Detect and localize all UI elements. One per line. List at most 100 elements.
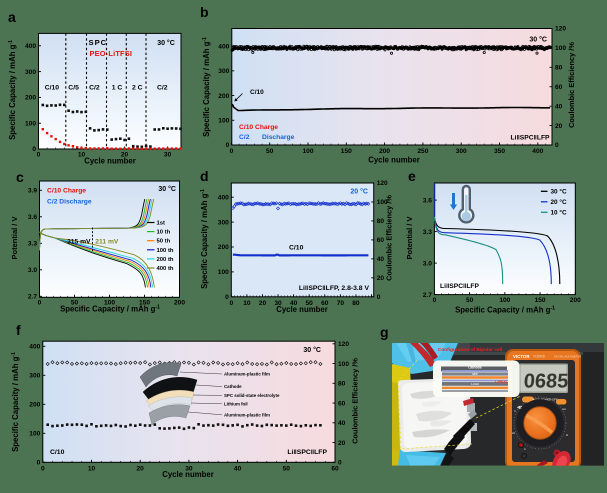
svg-text:300: 300 — [218, 68, 229, 75]
svg-text:100: 100 — [25, 120, 36, 127]
svg-text:2.7: 2.7 — [28, 294, 37, 301]
svg-text:3.9: 3.9 — [28, 188, 37, 195]
svg-text:Configuration of Bipolar cell: Configuration of Bipolar cell — [438, 347, 503, 353]
svg-text:Specific Capacity / mAh g-1: Specific Capacity / mAh g-1 — [200, 189, 209, 289]
svg-text:50: 50 — [266, 148, 274, 155]
svg-text:2 C: 2 C — [132, 85, 143, 92]
svg-text:100: 100 — [338, 361, 349, 368]
svg-text:0: 0 — [37, 460, 41, 467]
svg-text:Li foil: Li foil — [471, 382, 478, 386]
svg-text:g: g — [380, 324, 389, 340]
svg-text:50: 50 — [466, 297, 474, 304]
svg-text:Specific Capacity / mAh g-1: Specific Capacity / mAh g-1 — [8, 40, 17, 140]
svg-text:VICTOR: VICTOR — [513, 354, 530, 359]
svg-text:0: 0 — [225, 294, 229, 301]
svg-text:350: 350 — [494, 148, 505, 155]
svg-text:100: 100 — [555, 45, 566, 52]
svg-text:AUTO POWER OFF: AUTO POWER OFF — [532, 398, 558, 402]
svg-text:Aluminum-plastic film: Aluminum-plastic film — [224, 372, 270, 377]
svg-text:0: 0 — [230, 148, 234, 155]
svg-text:Cathode: Cathode — [224, 384, 242, 389]
svg-text:30 °C: 30 °C — [529, 36, 547, 44]
svg-text:20: 20 — [259, 300, 267, 307]
svg-text:100: 100 — [302, 148, 313, 155]
svg-text:Hz: Hz — [512, 431, 516, 435]
svg-text:30: 30 — [185, 465, 193, 472]
svg-text:60: 60 — [338, 400, 346, 407]
svg-text:1st: 1st — [157, 221, 166, 227]
svg-text:e: e — [408, 168, 416, 184]
svg-text:0: 0 — [41, 465, 45, 472]
svg-text:d: d — [200, 168, 209, 184]
svg-text:300: 300 — [218, 219, 229, 226]
svg-text:20: 20 — [137, 465, 145, 472]
svg-text:200: 200 — [218, 244, 229, 251]
svg-text:0: 0 — [377, 294, 381, 301]
svg-text:80: 80 — [377, 218, 385, 225]
svg-text:10 °C: 10 °C — [551, 209, 567, 217]
svg-text:60: 60 — [377, 237, 385, 244]
svg-text:0: 0 — [226, 142, 230, 149]
svg-text:0: 0 — [38, 300, 42, 307]
svg-text:Specific Capacity / mAh g-1: Specific Capacity / mAh g-1 — [60, 305, 160, 314]
svg-text:20: 20 — [338, 440, 346, 447]
svg-text:400: 400 — [29, 344, 40, 351]
svg-text:mA: mA — [562, 407, 566, 411]
svg-text:100: 100 — [499, 297, 510, 304]
svg-text:40: 40 — [555, 103, 563, 110]
svg-text:40: 40 — [338, 420, 346, 427]
svg-text:30 °C: 30 °C — [551, 188, 567, 196]
svg-text:400 th: 400 th — [157, 266, 174, 272]
svg-text:2.7: 2.7 — [423, 292, 432, 299]
svg-text:C/2: C/2 — [89, 85, 100, 92]
svg-text:Specific Capacity / mAh g-1: Specific Capacity / mAh g-1 — [202, 37, 211, 137]
svg-text:40: 40 — [234, 465, 242, 472]
svg-text:0: 0 — [37, 151, 41, 158]
svg-text:C/10: C/10 — [289, 245, 304, 252]
svg-text:Li‖SPC‖LFP: Li‖SPC‖LFP — [287, 449, 327, 456]
svg-text:30 °C: 30 °C — [157, 39, 175, 47]
svg-text:200: 200 — [25, 95, 36, 102]
svg-text:250: 250 — [417, 148, 428, 155]
svg-text:1 C: 1 C — [112, 85, 123, 92]
svg-text:30: 30 — [274, 300, 282, 307]
svg-text:Cycle number: Cycle number — [276, 305, 328, 314]
svg-text:100: 100 — [218, 117, 229, 124]
svg-text:0: 0 — [555, 142, 559, 149]
svg-text:Discharge: Discharge — [262, 134, 295, 141]
svg-text:300: 300 — [25, 69, 36, 76]
svg-text:200 th: 200 th — [157, 257, 174, 263]
svg-text:LFP(+): LFP(+) — [495, 380, 508, 384]
svg-text:Coulombic Efficiency /%: Coulombic Efficiency /% — [385, 195, 394, 281]
svg-text:80: 80 — [338, 381, 346, 388]
svg-text:C/10: C/10 — [250, 89, 264, 96]
svg-text:0: 0 — [229, 300, 233, 307]
svg-text:C/5: C/5 — [68, 85, 79, 92]
svg-text:150: 150 — [535, 297, 546, 304]
svg-text:200: 200 — [174, 300, 185, 307]
svg-text:Cycle number: Cycle number — [84, 157, 136, 166]
svg-text:3.3: 3.3 — [423, 229, 432, 236]
svg-text:C/2 Discharge: C/2 Discharge — [47, 199, 92, 206]
svg-text:Cathode: Cathode — [468, 366, 482, 370]
svg-text:120: 120 — [338, 341, 349, 348]
svg-text:C/10: C/10 — [50, 449, 65, 456]
svg-text:Specific Capacity / mAh g-1: Specific Capacity / mAh g-1 — [11, 352, 20, 452]
svg-text:10: 10 — [88, 465, 96, 472]
svg-text:300: 300 — [29, 373, 40, 380]
svg-text:≪: ≪ — [517, 405, 522, 411]
svg-text:60: 60 — [555, 84, 563, 91]
svg-text:40: 40 — [290, 300, 298, 307]
svg-text:0: 0 — [433, 297, 437, 304]
svg-text:0: 0 — [338, 460, 342, 467]
svg-text:Aluminum-plastic film: Aluminum-plastic film — [224, 412, 270, 417]
svg-text:200: 200 — [570, 297, 581, 304]
svg-text:Potential / V: Potential / V — [10, 217, 19, 260]
svg-text:400: 400 — [532, 148, 543, 155]
svg-text:DIGITAL MULTIMETER: DIGITAL MULTIMETER — [554, 355, 581, 359]
svg-text:c: c — [16, 169, 24, 185]
svg-text:80: 80 — [555, 65, 563, 72]
svg-text:10 th: 10 th — [157, 230, 171, 236]
svg-text:SPC: SPC — [89, 38, 108, 47]
svg-text:f: f — [16, 322, 21, 338]
